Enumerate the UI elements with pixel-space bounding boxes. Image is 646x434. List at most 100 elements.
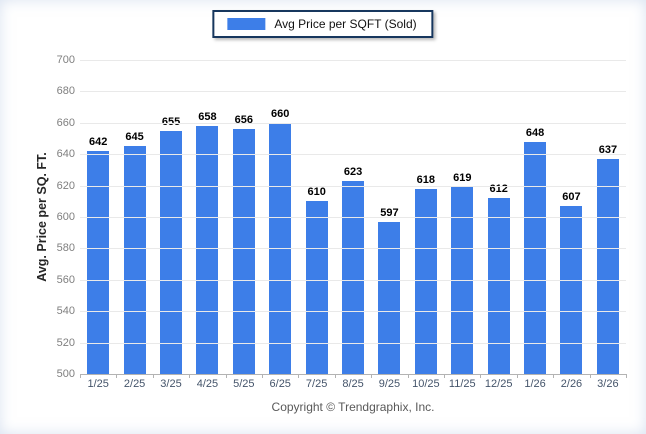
bar-slot: 655: [153, 60, 189, 374]
bar-slot: 612: [480, 60, 516, 374]
y-tick-label: 560: [56, 274, 75, 286]
x-tick-label: 2/26: [560, 378, 583, 390]
y-axis-title: Avg. Price per SQ. FT.: [35, 152, 49, 282]
x-tick-label: 2/25: [123, 378, 146, 390]
legend-label: Avg Price per SQFT (Sold): [274, 17, 417, 31]
x-axis-tick: [444, 374, 445, 378]
y-tick-label: 580: [56, 242, 75, 254]
chart-legend: Avg Price per SQFT (Sold): [212, 10, 434, 38]
x-tick-label: 4/25: [196, 378, 219, 390]
x-tick-label: 5/25: [233, 378, 255, 390]
grid-line: [80, 280, 626, 281]
grid-line: [80, 343, 626, 344]
x-axis-tick: [298, 374, 300, 378]
x-axis-tick: [334, 374, 336, 378]
x-tick-label: 12/25: [484, 378, 513, 390]
grid-line: [80, 248, 626, 249]
x-tick-label: 7/25: [305, 378, 328, 390]
bar: [560, 206, 583, 374]
grid-line: [80, 186, 626, 187]
grid-line: [80, 91, 626, 92]
y-tick-label: 640: [56, 148, 75, 160]
y-tick-label: 600: [56, 211, 75, 223]
grid-line: [80, 123, 626, 124]
grid-line: [80, 217, 626, 218]
bar-slot: 597: [371, 60, 407, 374]
bar: [524, 142, 547, 374]
bar-value-label: 623: [343, 166, 363, 178]
x-axis-tick: [626, 374, 627, 378]
x-axis-tick: [189, 374, 191, 378]
bar: [160, 131, 183, 374]
bar-slot: 645: [116, 60, 152, 374]
bar: [414, 189, 437, 374]
bar-slot: 623: [335, 60, 371, 374]
bar: [378, 222, 401, 374]
x-tick-label: 9/25: [378, 378, 401, 390]
x-axis-labels: 1/25 2/25 3/25 4/25 5/25 6/25 7/25 8/25 9/25 10/2…: [80, 378, 626, 390]
bar-series: 642 645 655 658 656 660 610 623 597 618 619 612 648 6…: [80, 60, 626, 374]
x-axis-tick: [152, 374, 154, 378]
bar-value-label: 619: [453, 172, 472, 184]
bar: [596, 159, 619, 374]
bar-value-label: 597: [380, 207, 399, 219]
x-axis-tick: [553, 374, 555, 378]
copyright-text: Copyright © Trendgraphix, Inc.: [271, 400, 435, 414]
bar-value-label: 612: [489, 183, 508, 195]
bar: [487, 198, 510, 374]
bar-slot: 637: [590, 60, 626, 374]
x-tick-label: 8/25: [342, 378, 364, 390]
bar: [342, 181, 365, 374]
bar: [232, 129, 255, 374]
x-axis-tick: [516, 374, 518, 378]
grid-line: [80, 154, 626, 155]
y-tick-label: 700: [56, 54, 75, 66]
x-axis-tick: [116, 374, 118, 378]
bar-slot: 656: [226, 60, 262, 374]
y-tick-label: 540: [56, 305, 75, 317]
bar-slot: 658: [189, 60, 225, 374]
x-axis-tick: [262, 374, 263, 378]
bar-slot: 642: [80, 60, 116, 374]
bar-slot: 618: [408, 60, 444, 374]
bar-slot: 610: [298, 60, 334, 374]
x-tick-label: 1/26: [524, 378, 546, 390]
x-axis-tick: [480, 374, 482, 378]
bar-value-label: 610: [307, 186, 326, 198]
x-tick-label: 10/25: [412, 378, 440, 390]
y-tick-label: 660: [56, 117, 75, 129]
x-tick-label: 6/25: [269, 378, 291, 390]
bar-slot: 648: [517, 60, 553, 374]
bar-value-label: 648: [525, 127, 545, 139]
bar-value-label: 645: [125, 131, 144, 143]
x-axis-tick: [407, 374, 409, 378]
x-axis-tick: [371, 374, 373, 378]
y-tick-label: 620: [56, 180, 75, 192]
bar: [87, 151, 110, 374]
bar-value-label: 642: [89, 136, 108, 148]
x-axis-tick: [225, 374, 227, 378]
bar-value-label: 618: [416, 174, 436, 186]
grid-line: [80, 60, 626, 61]
legend-swatch: [227, 18, 266, 30]
x-tick-label: 3/26: [597, 378, 619, 390]
grid-line: [80, 311, 626, 312]
bar-value-label: 655: [161, 116, 181, 128]
y-tick-label: 680: [56, 85, 75, 97]
x-tick-label: 3/25: [160, 378, 182, 390]
x-tick-label: 1/25: [87, 378, 109, 390]
bar: [196, 126, 219, 374]
plot-area: 642 645 655 658 656 660 610 623 597 618 619 612 648 6…: [57, 54, 627, 380]
bar: [305, 201, 328, 374]
y-tick-label: 500: [56, 368, 75, 380]
bar: [123, 146, 146, 374]
bar-value-label: 656: [234, 114, 253, 126]
bar-value-label: 658: [198, 111, 217, 123]
x-tick-label: 11/25: [448, 378, 476, 390]
x-axis-tick: [80, 374, 81, 378]
bar-value-label: 660: [271, 108, 290, 120]
bar-value-label: 637: [598, 144, 618, 156]
y-tick-label: 520: [56, 337, 75, 349]
bar-value-label: 607: [562, 191, 581, 203]
